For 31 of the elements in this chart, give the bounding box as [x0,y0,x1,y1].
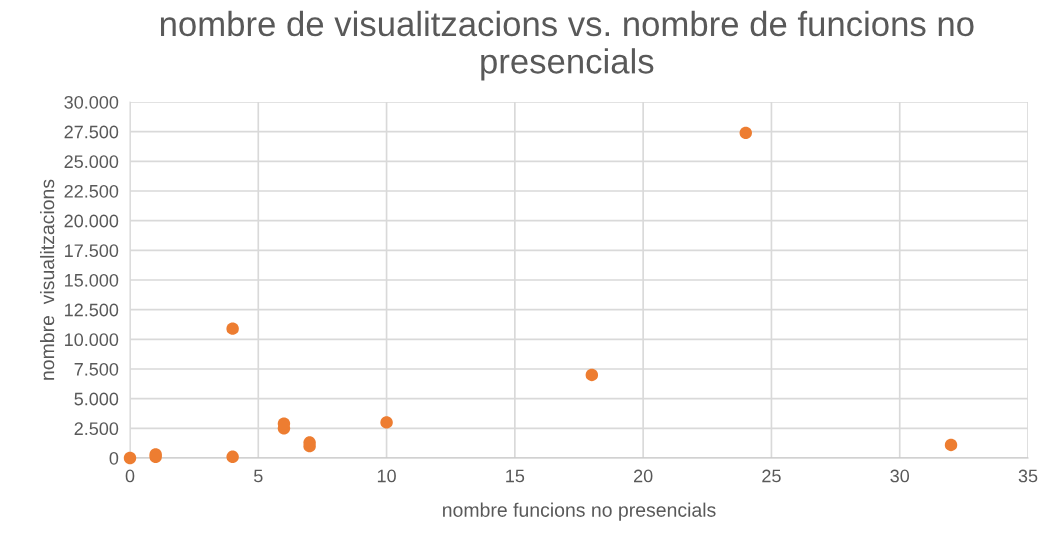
point [380,416,393,429]
y-tick-label: 15.000 [65,273,119,287]
point [123,451,137,465]
x-tick-label: 5 [253,469,263,483]
x-tick-label: 10 [377,469,396,483]
x-tick-label: 30 [890,469,910,483]
y-tick-label: 7.500 [74,362,119,376]
y-axis-title: nombre visualitzacions [39,179,55,380]
y-tick-label: 10.000 [65,333,119,347]
y-tick-label: 5.000 [74,392,119,406]
y-tick-label: 0 [109,451,119,465]
chart-title: nombre de visualitzacions vs. nombre de funcions no presencials [160,10,974,81]
point [585,368,599,382]
x-axis-title: nombre funcions no presencials [443,502,716,521]
point [226,450,239,464]
point [944,438,958,452]
x-tick-label: 35 [1018,469,1038,483]
x-tick-label: 20 [634,469,653,483]
y-tick-label: 2.500 [74,422,119,436]
point [226,322,239,335]
point [739,126,752,140]
y-tick-label: 30.000 [64,95,119,109]
x-tick-label: 25 [762,469,781,483]
x-tick-label: 0 [125,469,135,483]
y-tick-label: 25.000 [64,155,119,169]
y-tick-label: 27.500 [64,125,119,139]
y-tick-label: 17.500 [65,244,119,258]
y-tick-label: 20.000 [64,214,119,228]
x-tick-label: 15 [506,469,525,483]
y-tick-label: 22.500 [64,184,119,198]
y-tick-label: 12.500 [65,303,119,317]
